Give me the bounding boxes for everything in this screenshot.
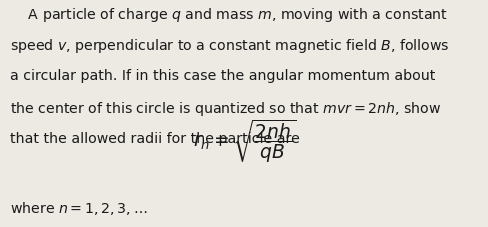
Text: a circular path. If in this case the angular momentum about: a circular path. If in this case the ang… bbox=[10, 68, 434, 82]
Text: that the allowed radii for the particle are: that the allowed radii for the particle … bbox=[10, 131, 299, 145]
Text: where $n = 1, 2, 3, \ldots$: where $n = 1, 2, 3, \ldots$ bbox=[10, 199, 147, 216]
Text: $r_n = \sqrt{\dfrac{2nh}{qB}}$: $r_n = \sqrt{\dfrac{2nh}{qB}}$ bbox=[192, 116, 296, 163]
Text: A particle of charge $q$ and mass $m$, moving with a constant: A particle of charge $q$ and mass $m$, m… bbox=[10, 6, 447, 24]
Text: the center of this circle is quantized so that $mvr = 2nh$, show: the center of this circle is quantized s… bbox=[10, 100, 440, 118]
Text: speed $v$, perpendicular to a constant magnetic field $B$, follows: speed $v$, perpendicular to a constant m… bbox=[10, 37, 448, 55]
